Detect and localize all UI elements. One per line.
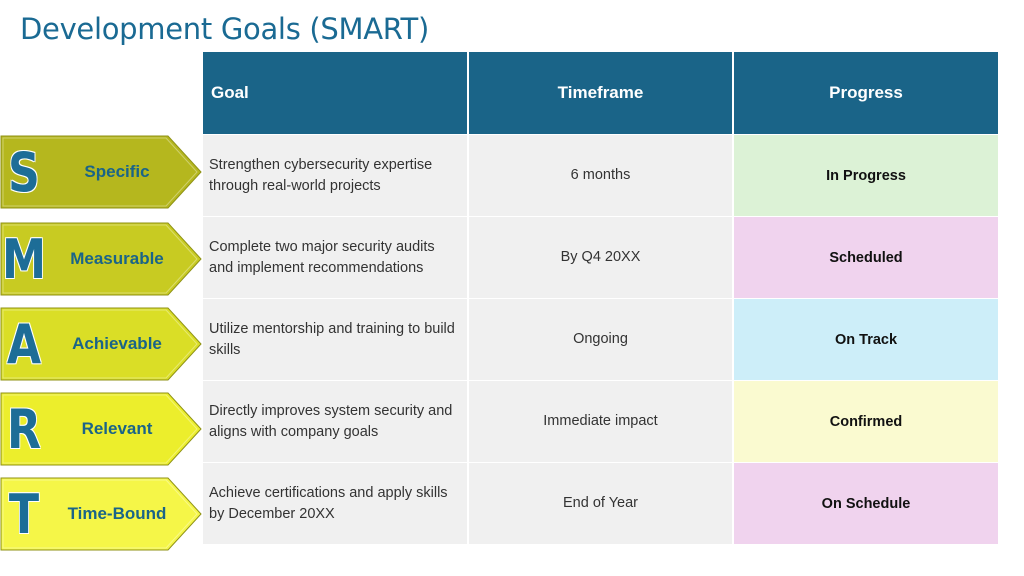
goal-cell: Strengthen cybersecurity expertise throu… bbox=[203, 135, 467, 216]
header-goal: Goal bbox=[203, 52, 467, 134]
timeframe-cell: 6 months bbox=[469, 135, 732, 216]
smart-label: Measurable bbox=[70, 249, 164, 268]
smart-letter: M bbox=[1, 227, 47, 291]
smart-item-relevant: R Relevant bbox=[0, 392, 202, 466]
arrow-shape bbox=[0, 392, 202, 466]
smart-letter: A bbox=[6, 312, 42, 376]
smart-letter: S bbox=[8, 140, 40, 204]
progress-status-cell: Confirmed bbox=[734, 381, 998, 462]
progress-status-cell: On Track bbox=[734, 299, 998, 380]
arrow-shape bbox=[0, 222, 202, 296]
timeframe-cell: By Q4 20XX bbox=[469, 217, 732, 298]
goal-cell: Complete two major security audits and i… bbox=[203, 217, 467, 298]
timeframe-cell: Immediate impact bbox=[469, 381, 732, 462]
arrow-shape bbox=[0, 135, 202, 209]
smart-item-measurable: M Measurable bbox=[0, 222, 202, 296]
timeframe-cell: Ongoing bbox=[469, 299, 732, 380]
goals-table: Goal Timeframe Progress Strengthen cyber… bbox=[203, 52, 998, 547]
arrow-shape bbox=[0, 307, 202, 381]
smart-label: Relevant bbox=[81, 419, 153, 438]
smart-item-specific: S Specific bbox=[0, 135, 202, 209]
goal-cell: Achieve certifications and apply skills … bbox=[203, 463, 467, 544]
smart-item-time-bound: T Time-Bound bbox=[0, 477, 202, 551]
header-progress: Progress bbox=[734, 52, 998, 134]
smart-label: Time-Bound bbox=[67, 504, 167, 523]
arrow-shape bbox=[0, 477, 202, 551]
progress-status-cell: Scheduled bbox=[734, 217, 998, 298]
header-timeframe: Timeframe bbox=[469, 52, 732, 134]
smart-label: Achievable bbox=[72, 334, 162, 353]
smart-letter: T bbox=[8, 482, 40, 546]
smart-letter: R bbox=[6, 397, 42, 461]
progress-status-cell: In Progress bbox=[734, 135, 998, 216]
smart-label: Specific bbox=[84, 162, 150, 181]
page-title: Development Goals (SMART) bbox=[20, 12, 429, 46]
timeframe-cell: End of Year bbox=[469, 463, 732, 544]
goal-cell: Directly improves system security and al… bbox=[203, 381, 467, 462]
goal-cell: Utilize mentorship and training to build… bbox=[203, 299, 467, 380]
smart-item-achievable: A Achievable bbox=[0, 307, 202, 381]
progress-status-cell: On Schedule bbox=[734, 463, 998, 544]
